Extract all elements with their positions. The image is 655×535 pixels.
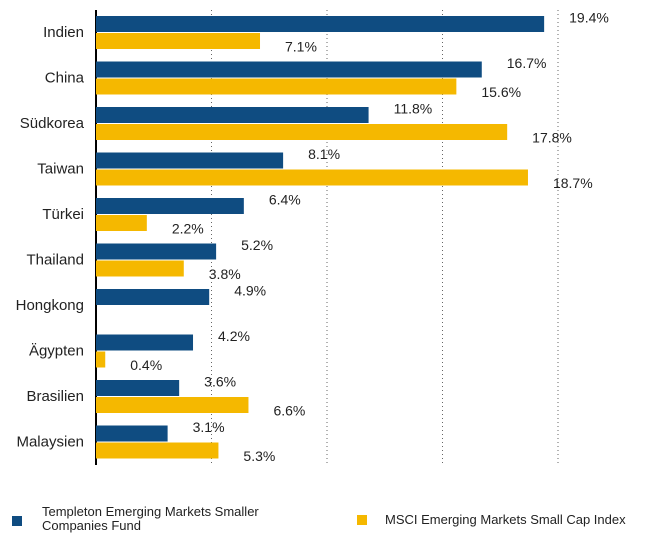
bar — [96, 260, 184, 277]
data-label: 8.1% — [308, 146, 340, 162]
data-label: 5.2% — [241, 237, 273, 253]
y-tick-label: Brasilien — [26, 388, 84, 405]
bar — [96, 61, 482, 78]
data-label: 6.4% — [269, 192, 301, 208]
bar — [96, 351, 106, 368]
data-label: 15.6% — [481, 84, 521, 100]
data-label: 0.4% — [130, 357, 162, 373]
legend-swatch — [357, 515, 367, 525]
y-tick-label: Indien — [43, 24, 84, 41]
y-tick-label: Malaysien — [16, 433, 84, 450]
bar — [96, 215, 147, 231]
bar — [96, 243, 217, 260]
bar — [96, 169, 528, 186]
legend-label: MSCI Emerging Markets Small Cap Index — [385, 512, 626, 527]
bar — [96, 152, 284, 169]
y-tick-label: Ägypten — [29, 342, 84, 359]
bar — [96, 33, 261, 49]
bar — [96, 397, 249, 413]
bar — [96, 442, 219, 459]
bar — [96, 107, 369, 123]
legend-label: Templeton Emerging Markets Smaller Compa… — [42, 504, 259, 533]
y-tick-label: Hongkong — [16, 297, 84, 314]
y-tick-label: Türkei — [42, 206, 84, 223]
bar — [96, 78, 457, 95]
data-label: 3.8% — [209, 266, 241, 282]
data-label: 7.1% — [285, 39, 317, 55]
data-label: 5.3% — [243, 448, 275, 464]
data-label: 6.6% — [273, 403, 305, 419]
data-label: 19.4% — [569, 10, 609, 26]
y-tick-label: Thailand — [26, 251, 84, 268]
data-label: 16.7% — [507, 55, 547, 71]
data-label: 18.7% — [553, 175, 593, 191]
y-tick-label: Südkorea — [20, 115, 85, 132]
data-label: 11.8% — [394, 101, 433, 117]
data-label: 3.6% — [204, 374, 236, 390]
bar — [96, 334, 194, 351]
bar — [96, 289, 210, 305]
data-label: 3.1% — [193, 419, 225, 435]
bar — [96, 16, 545, 32]
bar — [96, 124, 508, 140]
y-tick-label: Taiwan — [37, 160, 84, 177]
data-label: 17.8% — [532, 130, 572, 146]
data-label: 4.2% — [218, 328, 250, 344]
data-label: 2.2% — [172, 221, 204, 237]
bar — [96, 380, 180, 396]
bar — [96, 425, 168, 442]
legend-swatch — [12, 516, 22, 526]
data-label: 4.9% — [234, 283, 266, 299]
bar — [96, 198, 244, 214]
y-tick-label: China — [45, 69, 85, 86]
